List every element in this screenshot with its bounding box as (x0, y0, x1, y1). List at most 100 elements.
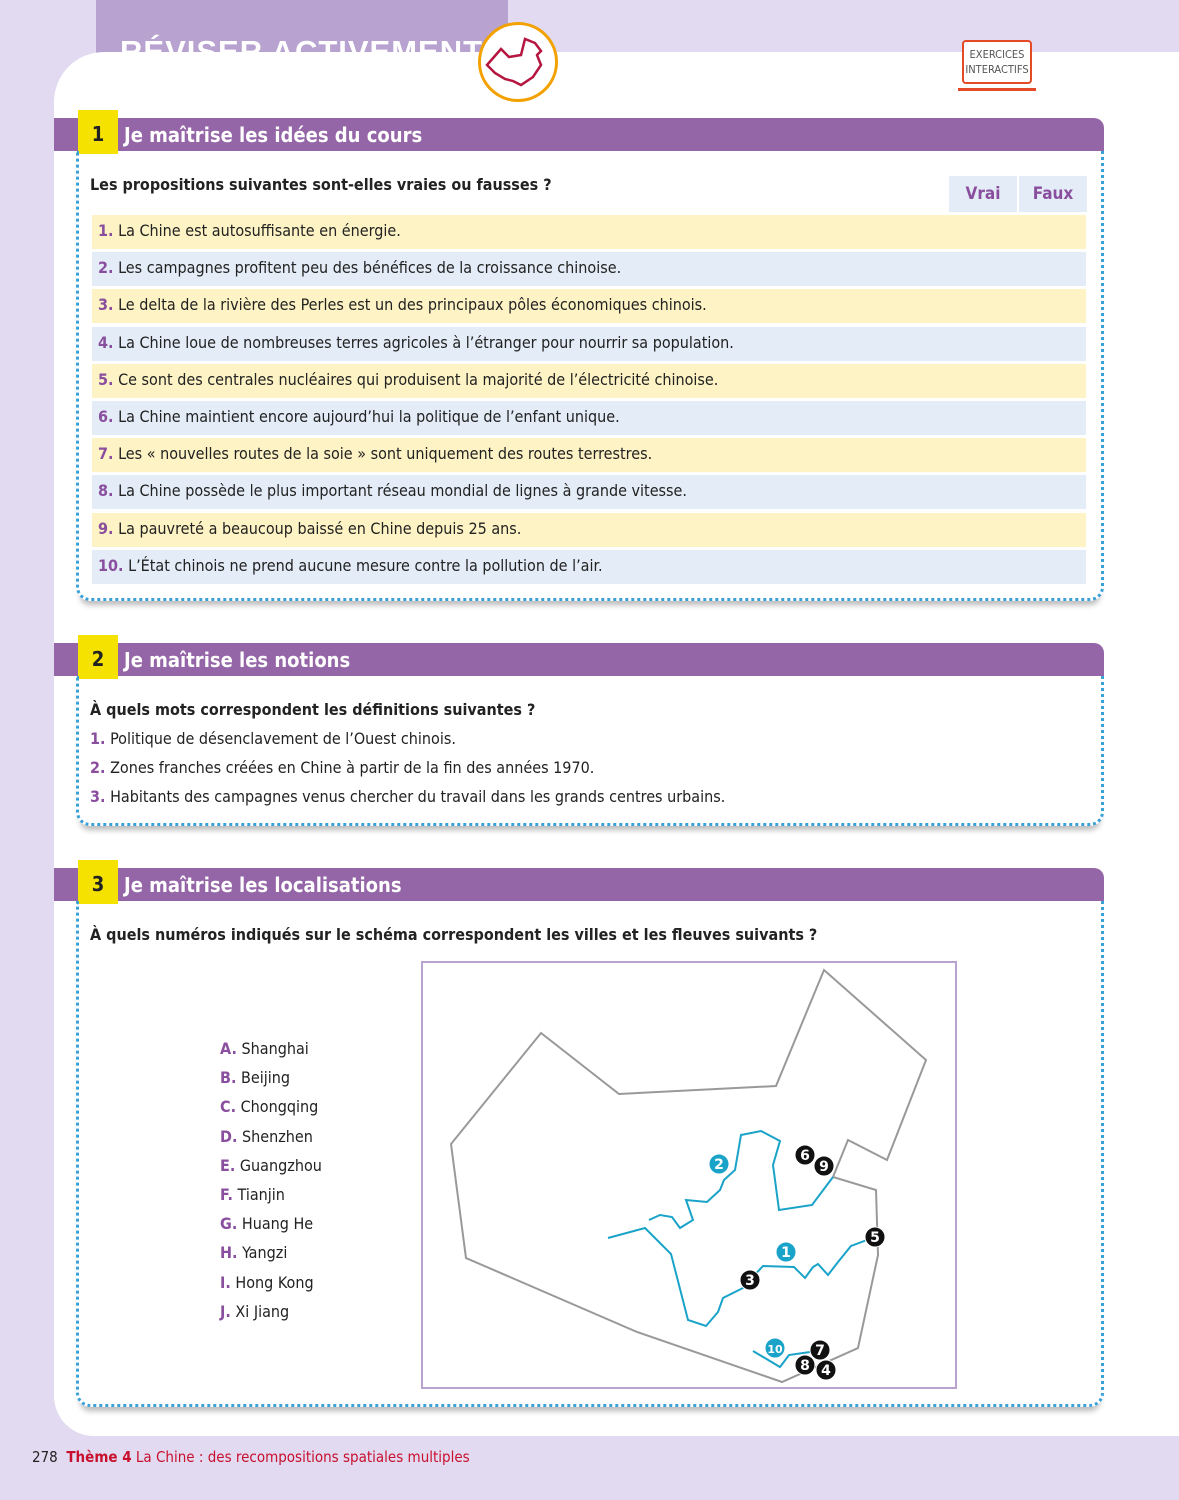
statement-row: 8. La Chine possède le plus important ré… (92, 475, 1086, 510)
map-marker-3: 3 (739, 1269, 761, 1291)
statement-row: 5. Ce sont des centrales nucléaires qui … (92, 363, 1086, 398)
interactive-exercises-button[interactable]: EXERCICES INTERACTIFS (962, 40, 1032, 84)
definition-text: Politique de désenclavement de l’Ouest c… (110, 729, 456, 748)
statement-text: La Chine possède le plus important résea… (118, 481, 687, 501)
statement: 5. Ce sont des centrales nucléaires qui … (92, 364, 946, 398)
location-name: Guangzhou (239, 1155, 322, 1175)
section-2: 2 Je maîtrise les notions (54, 635, 1104, 826)
location-item: G. Huang He (220, 1209, 322, 1238)
theme-subtitle: La Chine : des recompositions spatiales … (135, 1448, 470, 1466)
river-huang-he (648, 1129, 834, 1230)
section-box (76, 901, 1104, 1407)
vrai-cell[interactable] (948, 252, 1016, 286)
faux-cell[interactable] (1018, 401, 1086, 435)
definition-text: Zones franches créées en Chine à partir … (110, 758, 595, 777)
footer: 278 Thème 4 La Chine : des recomposition… (32, 1448, 470, 1466)
section-number: 2 (78, 635, 118, 679)
vrai-cell[interactable] (948, 475, 1016, 509)
statement: 6. La Chine maintient encore aujourd’hui… (92, 401, 946, 435)
statement-text: Ce sont des centrales nucléaires qui pro… (118, 369, 719, 389)
item-letter: E. (220, 1155, 236, 1175)
faux-cell[interactable] (1018, 475, 1086, 509)
statement: 9. La pauvreté a beaucoup baissé en Chin… (92, 513, 946, 547)
map-marker-10: 10 (764, 1337, 786, 1359)
location-item: I. Hong Kong (220, 1268, 322, 1297)
statement: 8. La Chine possède le plus important ré… (92, 475, 946, 509)
statement-row: 2. Les campagnes profitent peu des bénéf… (92, 252, 1086, 287)
statement: 4. La Chine loue de nombreuses terres ag… (92, 327, 946, 361)
location-item: H. Yangzi (220, 1238, 322, 1267)
faux-cell[interactable] (1018, 252, 1086, 286)
vrai-cell[interactable] (948, 215, 1016, 249)
item-number: 1. (98, 221, 114, 240)
china-outline (449, 968, 928, 1384)
section-box (76, 676, 1104, 826)
vrai-cell[interactable] (948, 327, 1016, 361)
location-item: F. Tianjin (220, 1180, 322, 1209)
section-title: Je maîtrise les localisations (124, 873, 402, 897)
section-number: 3 (78, 860, 118, 904)
location-item: J. Xi Jiang (220, 1297, 322, 1326)
item-number: 8. (98, 481, 114, 501)
faux-cell[interactable] (1018, 438, 1086, 472)
marker-label: 10 (767, 1343, 783, 1356)
location-name: Shenzhen (242, 1126, 313, 1146)
statement-row: 10. L’État chinois ne prend aucune mesur… (92, 549, 1086, 584)
marker-label: 5 (870, 1230, 880, 1246)
marker-label: 7 (815, 1343, 825, 1359)
vrai-cell[interactable] (948, 401, 1016, 435)
item-number: 7. (98, 444, 114, 464)
item-number: 3. (90, 787, 106, 806)
item-letter: F. (220, 1185, 233, 1205)
definition-item: 3. Habitants des campagnes venus cherche… (90, 787, 725, 806)
vrai-cell[interactable] (948, 513, 1016, 547)
item-number: 10. (98, 555, 124, 575)
location-name: Beijing (241, 1068, 291, 1088)
map-marker-4: 4 (815, 1359, 837, 1381)
location-name: Chongqing (240, 1097, 319, 1117)
faux-cell[interactable] (1018, 513, 1086, 547)
faux-cell[interactable] (1018, 550, 1086, 584)
marker-label: 1 (781, 1245, 791, 1261)
location-name: Hong Kong (235, 1272, 314, 1292)
label: EXERCICES (969, 48, 1025, 61)
faux-cell[interactable] (1018, 327, 1086, 361)
marker-label: 3 (745, 1273, 755, 1289)
vrai-cell[interactable] (948, 550, 1016, 584)
map-marker-2: 2 (708, 1153, 730, 1175)
question: À quels numéros indiqués sur le schéma c… (90, 925, 818, 944)
statement-row: 6. La Chine maintient encore aujourd’hui… (92, 401, 1086, 435)
item-letter: B. (220, 1068, 237, 1088)
china-map-icon (478, 22, 558, 102)
map-marker-1: 1 (775, 1241, 797, 1263)
statement-text: Les « nouvelles routes de la soie » sont… (118, 444, 653, 464)
statement-row: 4. La Chine loue de nombreuses terres ag… (92, 326, 1086, 361)
item-number: 2. (90, 758, 106, 777)
marker-label: 8 (800, 1358, 810, 1374)
faux-cell[interactable] (1018, 364, 1086, 398)
vrai-cell[interactable] (948, 438, 1016, 472)
map-marker-5: 5 (864, 1226, 886, 1248)
section-title: Je maîtrise les idées du cours (124, 123, 423, 147)
item-number: 3. (98, 295, 114, 315)
item-letter: I. (220, 1272, 231, 1292)
section-box (76, 151, 1104, 601)
faux-cell[interactable] (1018, 215, 1086, 249)
statement-text: La Chine loue de nombreuses terres agric… (118, 332, 734, 352)
item-letter: J. (220, 1301, 231, 1321)
location-item: E. Guangzhou (220, 1151, 322, 1180)
item-letter: H. (220, 1243, 238, 1263)
page-number: 278 (32, 1448, 58, 1466)
location-item: D. Shenzhen (220, 1122, 322, 1151)
location-item: C. Chongqing (220, 1092, 322, 1121)
location-name: Shanghai (241, 1039, 309, 1058)
map-marker-6: 6 (794, 1144, 816, 1166)
section-title: Je maîtrise les notions (124, 648, 351, 672)
vrai-cell[interactable] (948, 289, 1016, 323)
definition-item: 1. Politique de désenclavement de l’Oues… (90, 729, 456, 748)
col-faux: Faux (1019, 176, 1087, 212)
china-schema-map: 3 4 5 6 7 8 9 1 2 10 (421, 961, 957, 1389)
faux-cell[interactable] (1018, 289, 1086, 323)
vrai-cell[interactable] (948, 364, 1016, 398)
theme-label: Thème 4 (66, 1448, 132, 1466)
